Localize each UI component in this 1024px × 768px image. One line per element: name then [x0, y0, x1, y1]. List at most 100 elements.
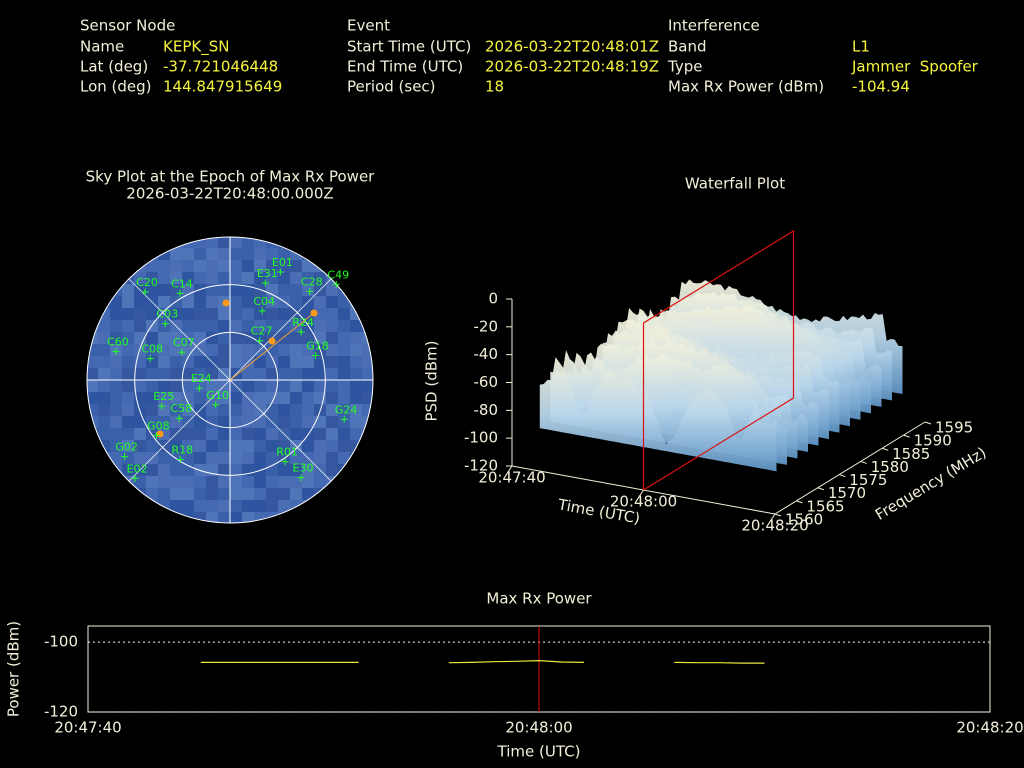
sky-tile	[302, 248, 314, 260]
z-tick-label: -120	[464, 457, 498, 475]
sky-tile	[266, 380, 278, 392]
field-label: Name	[80, 38, 124, 56]
sky-tile	[146, 332, 158, 344]
sky-tile	[218, 512, 230, 523]
y-tick-label: 1565	[806, 497, 844, 515]
sky-tile	[374, 356, 386, 368]
sky-tile	[218, 260, 230, 272]
sky-tile	[194, 416, 206, 428]
sky-tile	[362, 284, 373, 296]
sky-tile	[146, 440, 158, 452]
sky-tile	[338, 404, 350, 416]
sky-tile	[362, 344, 373, 356]
interference-point	[222, 299, 230, 307]
sky-tile	[290, 524, 302, 536]
sky-tile	[374, 320, 386, 332]
sky-tile	[254, 488, 266, 500]
sky-tile	[146, 260, 158, 272]
sky-tile	[338, 308, 350, 320]
sky-tile	[194, 260, 206, 272]
sky-tile	[362, 404, 373, 416]
sky-tile	[194, 428, 206, 440]
sky-tile	[170, 332, 182, 344]
sky-tile	[122, 308, 134, 320]
x-tick	[770, 513, 776, 521]
sky-tile	[278, 248, 290, 260]
sky-tile	[87, 380, 98, 392]
sky-tile	[146, 248, 158, 260]
sky-tile	[302, 500, 314, 512]
sky-tile	[110, 440, 122, 452]
sky-tile	[122, 368, 134, 380]
sky-tile	[170, 464, 182, 476]
sky-tile	[194, 296, 206, 308]
sky-tile	[242, 428, 254, 440]
sky-tile	[254, 452, 266, 464]
sky-tile	[230, 416, 242, 428]
sky-tile	[98, 332, 110, 344]
field-label: Period (sec)	[347, 78, 436, 96]
sky-tile	[338, 237, 350, 248]
sky-tile	[350, 332, 362, 344]
sky-tile	[110, 260, 122, 272]
sky-tile	[266, 260, 278, 272]
sky-tile	[230, 272, 242, 284]
sky-tile	[254, 416, 266, 428]
satellite: C28	[301, 275, 323, 295]
sky-tile	[146, 272, 158, 284]
sky-tile	[110, 404, 122, 416]
sky-tile	[98, 524, 110, 536]
sky-tile	[326, 344, 338, 356]
sky-tile	[206, 344, 218, 356]
sky-tile	[110, 416, 122, 428]
interference-point	[310, 309, 318, 317]
sky-tile	[374, 512, 386, 524]
y-tick-label: -120	[44, 703, 78, 721]
satellite: G18	[306, 339, 329, 359]
sky-tile	[110, 512, 122, 523]
sky-tile	[170, 380, 182, 392]
sky-tile	[362, 248, 373, 260]
sky-tile	[194, 524, 206, 536]
sky-tile	[374, 524, 386, 536]
sky-tile	[158, 260, 170, 272]
sky-tile	[374, 464, 386, 476]
sky-tile	[326, 416, 338, 428]
sky-tile	[242, 308, 254, 320]
sky-tile	[218, 248, 230, 260]
sky-tile	[374, 428, 386, 440]
sky-tile	[87, 452, 98, 464]
sky-tile	[87, 272, 98, 284]
satellite: G02	[115, 441, 138, 461]
sky-tile	[362, 464, 373, 476]
sky-tile	[290, 356, 302, 368]
sky-tile	[170, 404, 182, 416]
sky-tile	[326, 512, 338, 523]
sky-tile	[326, 368, 338, 380]
sky-tile	[326, 440, 338, 452]
sky-tile	[110, 428, 122, 440]
sky-tile	[362, 488, 373, 500]
sky-tile	[290, 512, 302, 523]
sky-tile	[218, 320, 230, 332]
sky-tile	[170, 308, 182, 320]
sky-tile	[87, 368, 98, 380]
sky-tile	[158, 488, 170, 500]
sky-tile	[290, 260, 302, 272]
sky-tile	[134, 296, 146, 308]
sky-tile	[134, 368, 146, 380]
sky-tile	[266, 476, 278, 488]
sky-tile	[278, 440, 290, 452]
sky-tile	[158, 248, 170, 260]
sky-tile	[230, 428, 242, 440]
sky-tile	[242, 368, 254, 380]
sky-tile	[146, 368, 158, 380]
sky-tile	[194, 248, 206, 260]
sky-tile	[158, 368, 170, 380]
chart-subtitle: 2026-03-22T20:48:00.000Z	[126, 185, 333, 203]
chart-title: Waterfall Plot	[685, 175, 785, 193]
sky-tile	[254, 428, 266, 440]
sky-tile	[170, 476, 182, 488]
sky-tile	[314, 440, 326, 452]
sky-tile	[278, 380, 290, 392]
